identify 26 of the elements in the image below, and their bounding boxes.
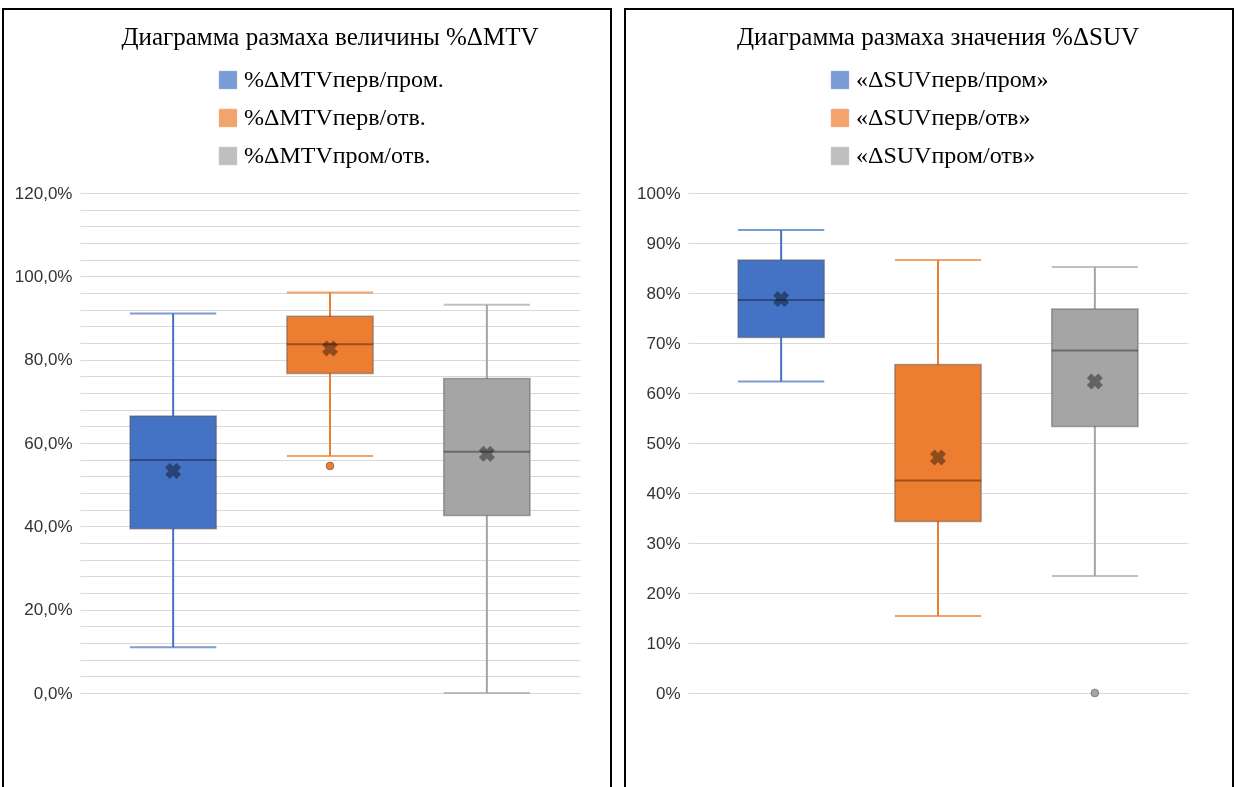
y-tick-label: 100,0%	[14, 266, 73, 286]
y-tick-label: 50%	[646, 433, 681, 453]
legend-label: %ΔMTVперв/пром.	[244, 66, 444, 92]
legend-label: «ΔSUVперв/отв»	[856, 104, 1031, 130]
y-tick-label: 10%	[646, 633, 681, 653]
y-tick-label: 60,0%	[24, 433, 73, 453]
y-tick-label: 70%	[646, 333, 681, 353]
y-tick-label: 20%	[646, 583, 681, 603]
legend-label: %ΔMTVпром/отв.	[244, 142, 431, 168]
y-tick-label: 80%	[646, 283, 681, 303]
legend-label: «ΔSUVпром/отв»	[856, 142, 1036, 168]
y-tick-label: 0,0%	[33, 683, 73, 703]
y-tick-label: 120,0%	[14, 183, 73, 203]
y-tick-label: 40%	[646, 483, 681, 503]
y-tick-label: 40,0%	[24, 516, 73, 536]
y-tick-label: 0%	[655, 683, 681, 703]
y-tick-label: 80,0%	[24, 350, 73, 370]
y-tick-label: 90%	[646, 233, 681, 253]
y-tick-label: 60%	[646, 383, 681, 403]
y-tick-label: 20,0%	[24, 600, 73, 620]
y-tick-label: 30%	[646, 533, 681, 553]
chart-title: Диаграмма размаха величины %ΔMTV	[121, 23, 539, 50]
legend-label: «ΔSUVперв/пром»	[856, 66, 1049, 92]
y-tick-label: 100%	[637, 183, 681, 203]
chart-title: Диаграмма размаха значения %ΔSUV	[736, 23, 1140, 50]
legend-label: %ΔMTVперв/отв.	[244, 104, 426, 130]
